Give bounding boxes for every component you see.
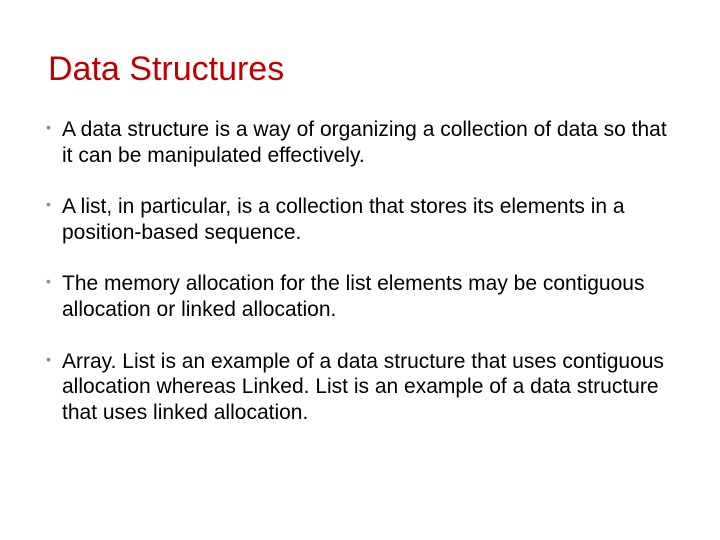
bullet-list: A data structure is a way of organizing … — [42, 117, 678, 425]
bullet-item: A list, in particular, is a collection t… — [46, 194, 678, 245]
bullet-item: A data structure is a way of organizing … — [46, 117, 678, 168]
slide: Data Structures A data structure is a wa… — [0, 0, 720, 540]
slide-title: Data Structures — [48, 50, 678, 89]
bullet-item: The memory allocation for the list eleme… — [46, 271, 678, 322]
bullet-item: Array. List is an example of a data stru… — [46, 349, 678, 426]
